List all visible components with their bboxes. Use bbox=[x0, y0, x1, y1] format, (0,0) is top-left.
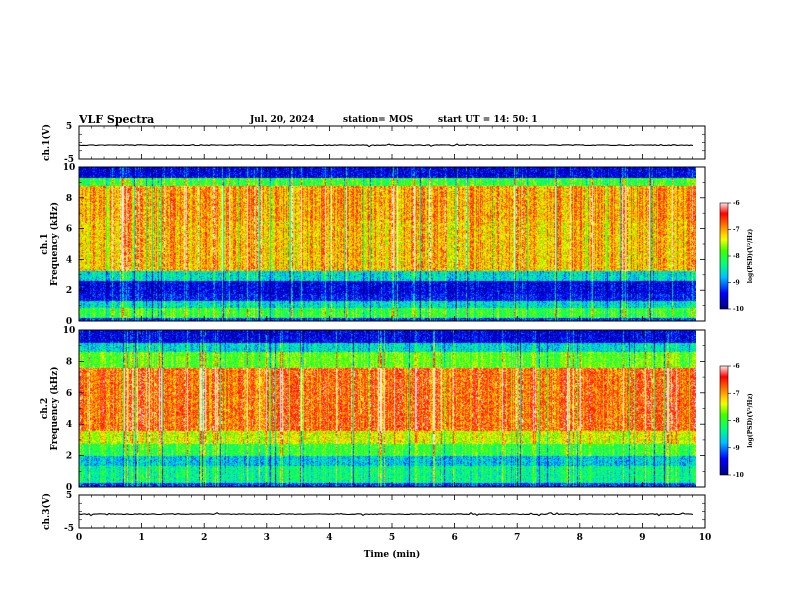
ch2-spectrogram-ylabel-channel: ch.2 bbox=[40, 398, 50, 419]
x-tick-label: 4 bbox=[326, 533, 332, 543]
ch3-waveform-ylabel: ch.3(V) bbox=[41, 493, 52, 530]
x-tick-label: 0 bbox=[76, 533, 82, 543]
start-time-label: start UT = 14: 50: 1 bbox=[438, 115, 538, 125]
y-tick-label: 2 bbox=[66, 452, 72, 462]
ch1-spectrogram-image bbox=[79, 167, 696, 321]
colorbar-tick-label: -10 bbox=[733, 472, 744, 479]
y-tick-label: 10 bbox=[63, 163, 76, 173]
y-tick-label: -5 bbox=[64, 155, 74, 165]
colorbar-tick-label: -6 bbox=[733, 363, 740, 370]
x-tick-label: 2 bbox=[201, 533, 207, 543]
colorbar-tick-label: -9 bbox=[733, 280, 740, 287]
y-tick-label: 8 bbox=[66, 357, 72, 367]
y-tick-label: 4 bbox=[66, 255, 72, 265]
ch2-cb-colorbar-label: log(PSD)(V²/Hz) bbox=[747, 393, 754, 448]
station-label: station= MOS bbox=[343, 115, 414, 125]
x-tick-label: 10 bbox=[699, 533, 712, 543]
y-tick-label: 6 bbox=[66, 225, 72, 235]
ch2-spectrogram-ylabel: Frequency (kHz) bbox=[49, 366, 60, 450]
y-tick-label: 10 bbox=[63, 326, 76, 336]
x-tick-label: 9 bbox=[639, 533, 645, 543]
x-tick-label: 3 bbox=[264, 533, 270, 543]
colorbar-tick-label: -7 bbox=[733, 390, 740, 397]
ch1-spectrogram-ylabel: Frequency (kHz) bbox=[49, 202, 60, 286]
colorbar-tick-label: -6 bbox=[733, 200, 740, 207]
colorbar-tick-label: -8 bbox=[733, 253, 740, 260]
ch1-waveform-ylabel: ch.1(V) bbox=[41, 124, 52, 161]
colorbar-tick-label: -10 bbox=[733, 306, 744, 313]
date-label: Jul. 20, 2024 bbox=[250, 115, 315, 125]
x-tick-label: 6 bbox=[451, 533, 457, 543]
chart-title: VLF Spectra bbox=[79, 113, 155, 126]
y-tick-label: 5 bbox=[66, 491, 72, 501]
x-axis-label: Time (min) bbox=[364, 549, 421, 560]
ch2-cb-colorbar bbox=[719, 365, 729, 476]
ch1-cb-colorbar bbox=[719, 202, 729, 310]
colorbar-tick-label: -8 bbox=[733, 418, 740, 425]
y-tick-label: 0 bbox=[66, 317, 72, 327]
y-tick-label: 8 bbox=[66, 194, 72, 204]
y-tick-label: 6 bbox=[66, 389, 72, 399]
ch3-waveform-trace bbox=[78, 511, 694, 517]
x-tick-label: 8 bbox=[577, 533, 583, 543]
x-tick-label: 7 bbox=[514, 533, 520, 543]
y-tick-label: 0 bbox=[66, 483, 72, 493]
y-tick-label: 2 bbox=[66, 286, 72, 296]
x-tick-label: 1 bbox=[138, 533, 144, 543]
ch2-spectrogram-image bbox=[79, 330, 696, 487]
ch1-waveform-trace bbox=[78, 143, 694, 148]
colorbar-tick-label: -9 bbox=[733, 445, 740, 452]
ch1-spectrogram-ylabel-channel: ch.1 bbox=[40, 233, 50, 254]
ch1-cb-colorbar-label: log(PSD)(V²/Hz) bbox=[747, 229, 754, 284]
y-tick-label: 4 bbox=[66, 420, 72, 430]
y-tick-label: -5 bbox=[64, 524, 74, 534]
colorbar-tick-label: -7 bbox=[733, 227, 740, 234]
x-tick-label: 5 bbox=[389, 533, 395, 543]
y-tick-label: 5 bbox=[66, 122, 72, 132]
